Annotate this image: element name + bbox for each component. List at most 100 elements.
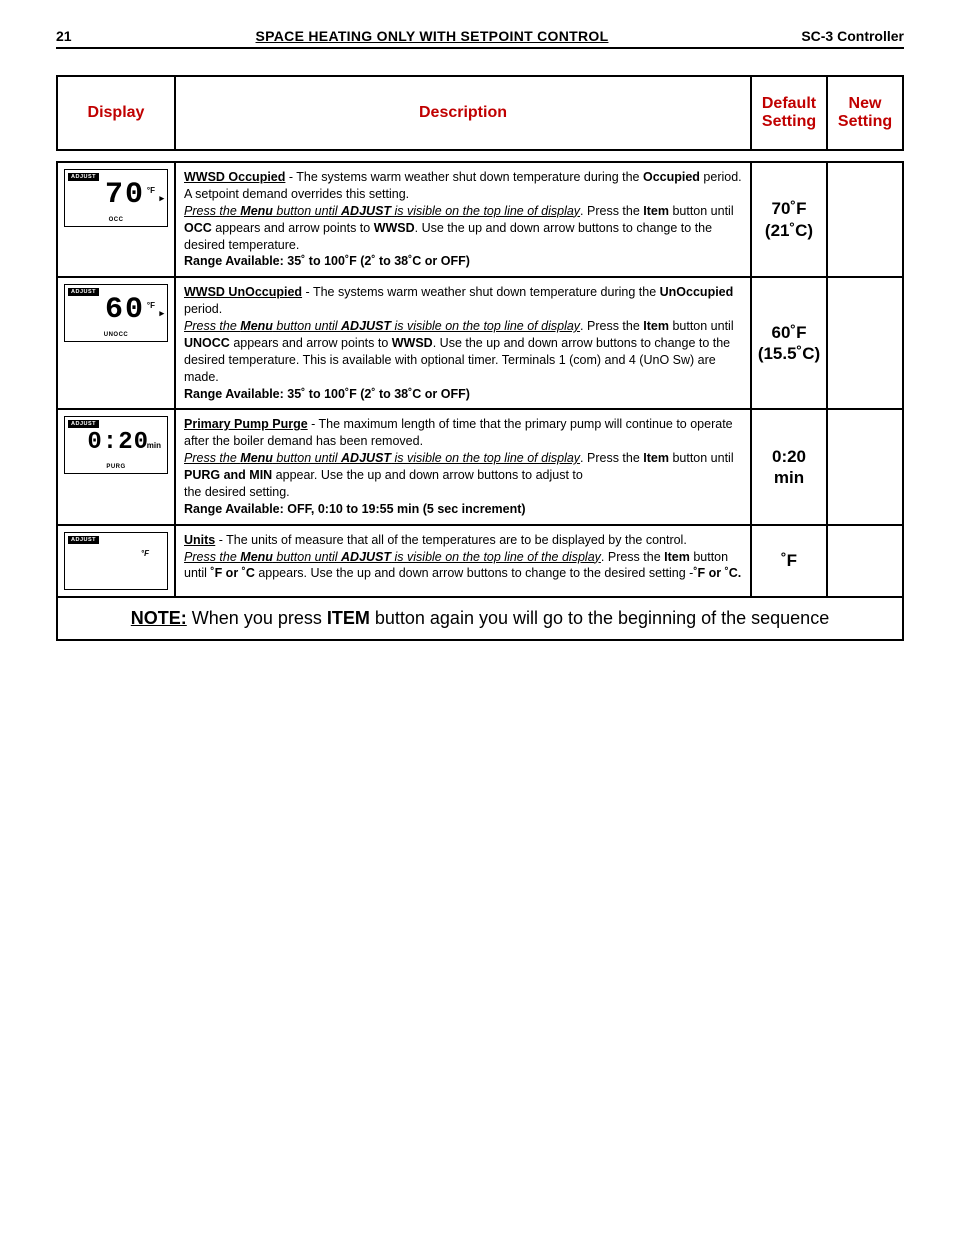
default-setting-cell: 70˚F (21˚C) bbox=[751, 162, 827, 277]
default-setting-cell: ˚F bbox=[751, 525, 827, 597]
description-cell: WWSD UnOccupied - The systems warm weath… bbox=[175, 277, 751, 409]
desc-text: appears and arrow points to bbox=[230, 336, 392, 350]
desc-bold: Item bbox=[643, 451, 669, 465]
arrow-right-icon: ▸ bbox=[159, 193, 164, 204]
display-cell: ADJUST 0:20 min PURG bbox=[57, 409, 175, 524]
lcd-display: ADJUST 70 °F ▸ OCC bbox=[64, 169, 168, 227]
setting-name: Primary Pump Purge bbox=[184, 417, 308, 431]
instruction-text: Press the Menu button until ADJUST is vi… bbox=[184, 451, 580, 465]
col-default-header: Default Setting bbox=[751, 76, 827, 150]
lcd-value: 70 bbox=[105, 180, 145, 210]
table-row: ADJUST °F Units - The units of measure t… bbox=[57, 525, 903, 597]
desc-bold: ˚F or ˚C bbox=[210, 566, 254, 580]
default-value-line2: (15.5˚C) bbox=[758, 344, 820, 363]
desc-text: - The systems warm weather shut down tem… bbox=[302, 285, 660, 299]
lcd-units: min bbox=[147, 441, 161, 450]
new-setting-cell[interactable] bbox=[827, 162, 903, 277]
desc-bold: PURG and MIN bbox=[184, 468, 272, 482]
lcd-units: °F bbox=[147, 301, 155, 310]
page-number: 21 bbox=[56, 28, 100, 44]
spacer-row bbox=[57, 150, 903, 162]
default-value-line1: 60˚F bbox=[772, 323, 807, 342]
lcd-display: ADJUST 0:20 min PURG bbox=[64, 416, 168, 474]
default-setting-cell: 0:20 min bbox=[751, 409, 827, 524]
desc-bold: UnOccupied bbox=[660, 285, 734, 299]
table-header-row: Display Description Default Setting New … bbox=[57, 76, 903, 150]
note-label: NOTE: bbox=[131, 608, 187, 628]
desc-text: appears bbox=[255, 566, 304, 580]
lcd-units: °F bbox=[147, 186, 155, 195]
lcd-value: 60 bbox=[105, 295, 145, 325]
lcd-display: ADJUST 60 °F ▸ UNOCC bbox=[64, 284, 168, 342]
setting-name: WWSD UnOccupied bbox=[184, 285, 302, 299]
lcd-sublabel: PURG bbox=[65, 464, 167, 470]
default-value-line1: 0:20 bbox=[772, 447, 806, 466]
display-cell: ADJUST °F bbox=[57, 525, 175, 597]
default-value-line1: ˚F bbox=[781, 551, 797, 570]
instruction-text: Press the Menu button until ADJUST is vi… bbox=[184, 319, 580, 333]
desc-bold: Item bbox=[643, 319, 669, 333]
desc-text: appear bbox=[272, 468, 314, 482]
desc-text: button until bbox=[669, 204, 734, 218]
note-text: When you press bbox=[187, 608, 327, 628]
range-text: Range Available: 35˚ to 100˚F (2˚ to 38˚… bbox=[184, 387, 470, 401]
desc-bold: OCC bbox=[184, 221, 212, 235]
col-description-header: Description bbox=[175, 76, 751, 150]
table-row: ADJUST 60 °F ▸ UNOCC WWSD UnOccupied - T… bbox=[57, 277, 903, 409]
settings-table: Display Description Default Setting New … bbox=[56, 75, 904, 641]
desc-text: . Press the bbox=[580, 204, 643, 218]
desc-bold: Item bbox=[664, 550, 690, 564]
page-title: SPACE HEATING ONLY WITH SETPOINT CONTROL bbox=[100, 28, 764, 44]
desc-text: button until bbox=[669, 451, 734, 465]
page-header: 21 SPACE HEATING ONLY WITH SETPOINT CONT… bbox=[56, 28, 904, 49]
desc-text: . Press the bbox=[580, 451, 643, 465]
adjust-chip: ADJUST bbox=[68, 173, 99, 181]
table-row: ADJUST 70 °F ▸ OCC WWSD Occupied - The s… bbox=[57, 162, 903, 277]
default-value-line2: min bbox=[774, 468, 804, 487]
controller-model: SC-3 Controller bbox=[764, 28, 904, 44]
document-page: 21 SPACE HEATING ONLY WITH SETPOINT CONT… bbox=[0, 0, 954, 641]
note-bold: ITEM bbox=[327, 608, 370, 628]
description-cell: Units - The units of measure that all of… bbox=[175, 525, 751, 597]
lcd-units: °F bbox=[141, 549, 149, 558]
default-value-line2: (21˚C) bbox=[765, 221, 813, 240]
new-setting-cell[interactable] bbox=[827, 277, 903, 409]
setting-name: WWSD Occupied bbox=[184, 170, 285, 184]
desc-bold: Item bbox=[643, 204, 669, 218]
lcd-sublabel: UNOCC bbox=[65, 332, 167, 338]
desc-text: button until bbox=[669, 319, 734, 333]
desc-text: . Use the up and down arrow buttons to c… bbox=[304, 566, 694, 580]
display-cell: ADJUST 70 °F ▸ OCC bbox=[57, 162, 175, 277]
default-setting-cell: 60˚F (15.5˚C) bbox=[751, 277, 827, 409]
desc-bold: UNOCC bbox=[184, 336, 230, 350]
adjust-chip: ADJUST bbox=[68, 420, 99, 428]
setting-name: Units bbox=[184, 533, 215, 547]
note-row: NOTE: When you press ITEM button again y… bbox=[57, 597, 903, 640]
arrow-right-icon: ▸ bbox=[159, 308, 164, 319]
note-text: button again you will go to the beginnin… bbox=[370, 608, 829, 628]
desc-bold: Occupied bbox=[643, 170, 700, 184]
desc-text: period. bbox=[184, 302, 222, 316]
desc-text: . Press the bbox=[601, 550, 664, 564]
adjust-chip: ADJUST bbox=[68, 536, 99, 544]
display-cell: ADJUST 60 °F ▸ UNOCC bbox=[57, 277, 175, 409]
col-new-header: New Setting bbox=[827, 76, 903, 150]
new-setting-cell[interactable] bbox=[827, 409, 903, 524]
desc-bold: ˚F or ˚C. bbox=[693, 566, 741, 580]
desc-bold: WWSD bbox=[392, 336, 433, 350]
desc-text: - The units of measure that all of the t… bbox=[215, 533, 687, 547]
description-cell: WWSD Occupied - The systems warm weather… bbox=[175, 162, 751, 277]
new-setting-cell[interactable] bbox=[827, 525, 903, 597]
col-display-header: Display bbox=[57, 76, 175, 150]
desc-text: - The systems warm weather shut down tem… bbox=[285, 170, 643, 184]
desc-bold: WWSD bbox=[374, 221, 415, 235]
default-value-line1: 70˚F bbox=[772, 199, 807, 218]
description-cell: Primary Pump Purge - The maximum length … bbox=[175, 409, 751, 524]
lcd-sublabel: OCC bbox=[65, 217, 167, 223]
lcd-value: 0:20 bbox=[87, 431, 149, 455]
instruction-text: Press the Menu button until ADJUST is vi… bbox=[184, 550, 601, 564]
instruction-text: Press the Menu button until ADJUST is vi… bbox=[184, 204, 580, 218]
desc-text: . Press the bbox=[580, 319, 643, 333]
desc-text: appears and arrow points to bbox=[212, 221, 374, 235]
adjust-chip: ADJUST bbox=[68, 288, 99, 296]
